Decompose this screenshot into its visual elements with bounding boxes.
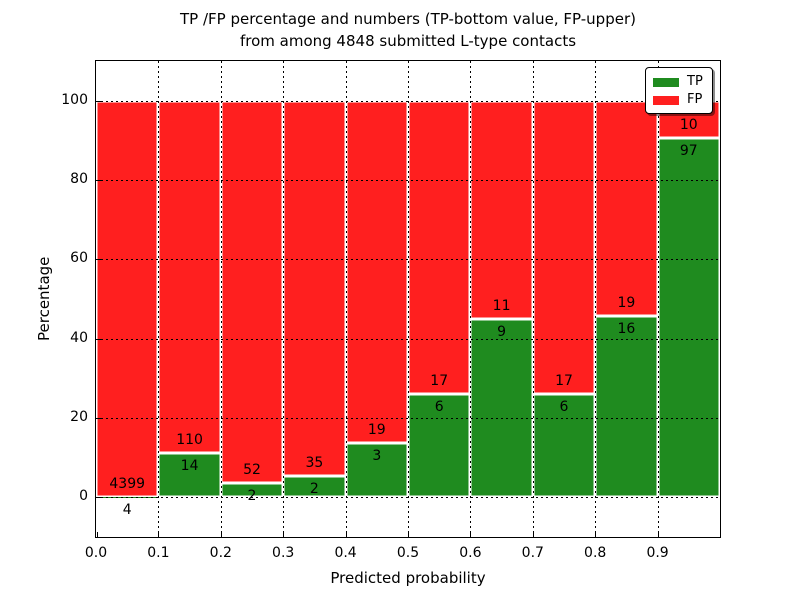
x-gridline (345, 61, 347, 537)
x-tick-label: 0.4 (334, 545, 357, 561)
x-tick-mark (408, 532, 409, 537)
fp-count-label: 19 (367, 422, 386, 439)
x-tick-mark (283, 532, 285, 537)
legend-label: TP (687, 74, 703, 89)
bar-fp-segment (532, 100, 596, 394)
x-tick-mark (158, 532, 160, 537)
y-tick-label: 0 (79, 488, 88, 505)
y-tick-label: 80 (70, 171, 88, 187)
chart-title-line1: TP /FP percentage and numbers (TP-bottom… (180, 10, 636, 28)
x-gridline (158, 61, 160, 537)
chart-title-line2: from among 4848 submitted L-type contact… (239, 32, 577, 50)
x-tick-label: 0.3 (272, 545, 295, 561)
tp-count-label: 9 (497, 323, 507, 340)
x-tick-label: 0.1 (147, 545, 170, 561)
plot-area: 4399 4 110 14 52 2 35 2 19 3 17 6 11 9 17 6 19 16 10 97 (95, 60, 721, 538)
y-tick-label: 100 (61, 91, 88, 108)
y-tick-label: 20 (70, 409, 88, 425)
bar-fp-segment (158, 100, 221, 453)
x-axis-label: Predicted probability (330, 569, 486, 587)
bar-fp-segment (470, 100, 533, 319)
x-tick-mark (470, 532, 472, 537)
tp-count-label: 97 (679, 142, 698, 159)
bar-fp-segment (408, 100, 471, 394)
fp-count-label: 10 (679, 116, 698, 133)
x-gridline (470, 61, 472, 537)
fp-count-label: 17 (555, 372, 573, 389)
bar-tp-segment (408, 393, 471, 498)
tp-count-label: 16 (617, 321, 636, 337)
y-tick-mark (96, 259, 101, 261)
x-tick-mark (220, 532, 222, 537)
bar-fp-segment (96, 100, 159, 497)
tp-count-label: 4 (122, 501, 132, 518)
x-tick-label: 0.9 (646, 545, 669, 561)
tp-count-label: 6 (559, 398, 569, 415)
legend-label: FP (687, 92, 703, 107)
y-tick-label: 40 (70, 329, 88, 346)
fp-count-label: 52 (243, 461, 261, 478)
y-tick-label: 60 (70, 250, 88, 267)
y-axis-label: Percentage (35, 256, 53, 342)
chart-title: TP /FP percentage and numbers (TP-bottom… (96, 8, 720, 52)
x-gridline (283, 61, 285, 537)
x-tick-mark (532, 532, 534, 537)
bar-tp-segment (595, 316, 658, 498)
fp-count-label: 4399 (109, 475, 146, 492)
x-tick-label: 0.0 (84, 545, 108, 561)
tp-count-label: 6 (434, 398, 444, 415)
x-gridline (408, 61, 409, 537)
fp-count-label: 19 (617, 295, 636, 311)
bar-fp-segment (595, 100, 658, 316)
tp-count-label: 14 (180, 457, 199, 474)
bar-tp-segment (283, 475, 346, 498)
tp-count-label: 2 (247, 487, 257, 504)
x-tick-mark (345, 532, 347, 537)
bar-tp-segment (532, 393, 596, 498)
bar-tp-segment (657, 137, 720, 498)
bar-fp-segment (283, 100, 346, 476)
bar-tp-segment (470, 318, 533, 498)
legend-swatch (653, 77, 679, 87)
x-tick-mark (657, 532, 659, 537)
fp-count-label: 110 (176, 431, 203, 448)
tp-count-label: 3 (372, 448, 382, 465)
tp-count-label: 2 (309, 480, 319, 497)
y-tick-mark (96, 338, 101, 340)
x-gridline (595, 61, 597, 537)
y-tick-mark (96, 497, 101, 499)
x-tick-mark (96, 532, 98, 537)
x-tick-label: 0.7 (521, 545, 544, 561)
fp-count-label: 35 (305, 454, 324, 471)
fp-count-label: 17 (430, 372, 449, 389)
x-gridline (657, 61, 659, 537)
legend-entry: TP (653, 73, 705, 91)
x-tick-label: 0.5 (396, 545, 420, 561)
bar-fp-segment (220, 100, 284, 483)
bar-tp-segment (220, 482, 284, 498)
x-tick-label: 0.8 (584, 545, 607, 561)
legend-swatch (653, 95, 679, 105)
bar-fp-segment (345, 100, 408, 444)
y-tick-mark (96, 418, 101, 419)
legend: TP FP (645, 67, 713, 114)
legend-entry: FP (653, 91, 705, 109)
x-tick-label: 0.6 (459, 545, 482, 561)
fp-count-label: 11 (492, 297, 511, 314)
bar-tp-segment (345, 443, 408, 498)
x-gridline (532, 61, 534, 537)
x-gridline (220, 61, 222, 537)
y-tick-mark (96, 180, 101, 181)
y-tick-mark (96, 100, 101, 102)
x-tick-label: 0.2 (209, 545, 232, 561)
bar-tp-segment (158, 452, 221, 498)
x-tick-mark (595, 532, 597, 537)
